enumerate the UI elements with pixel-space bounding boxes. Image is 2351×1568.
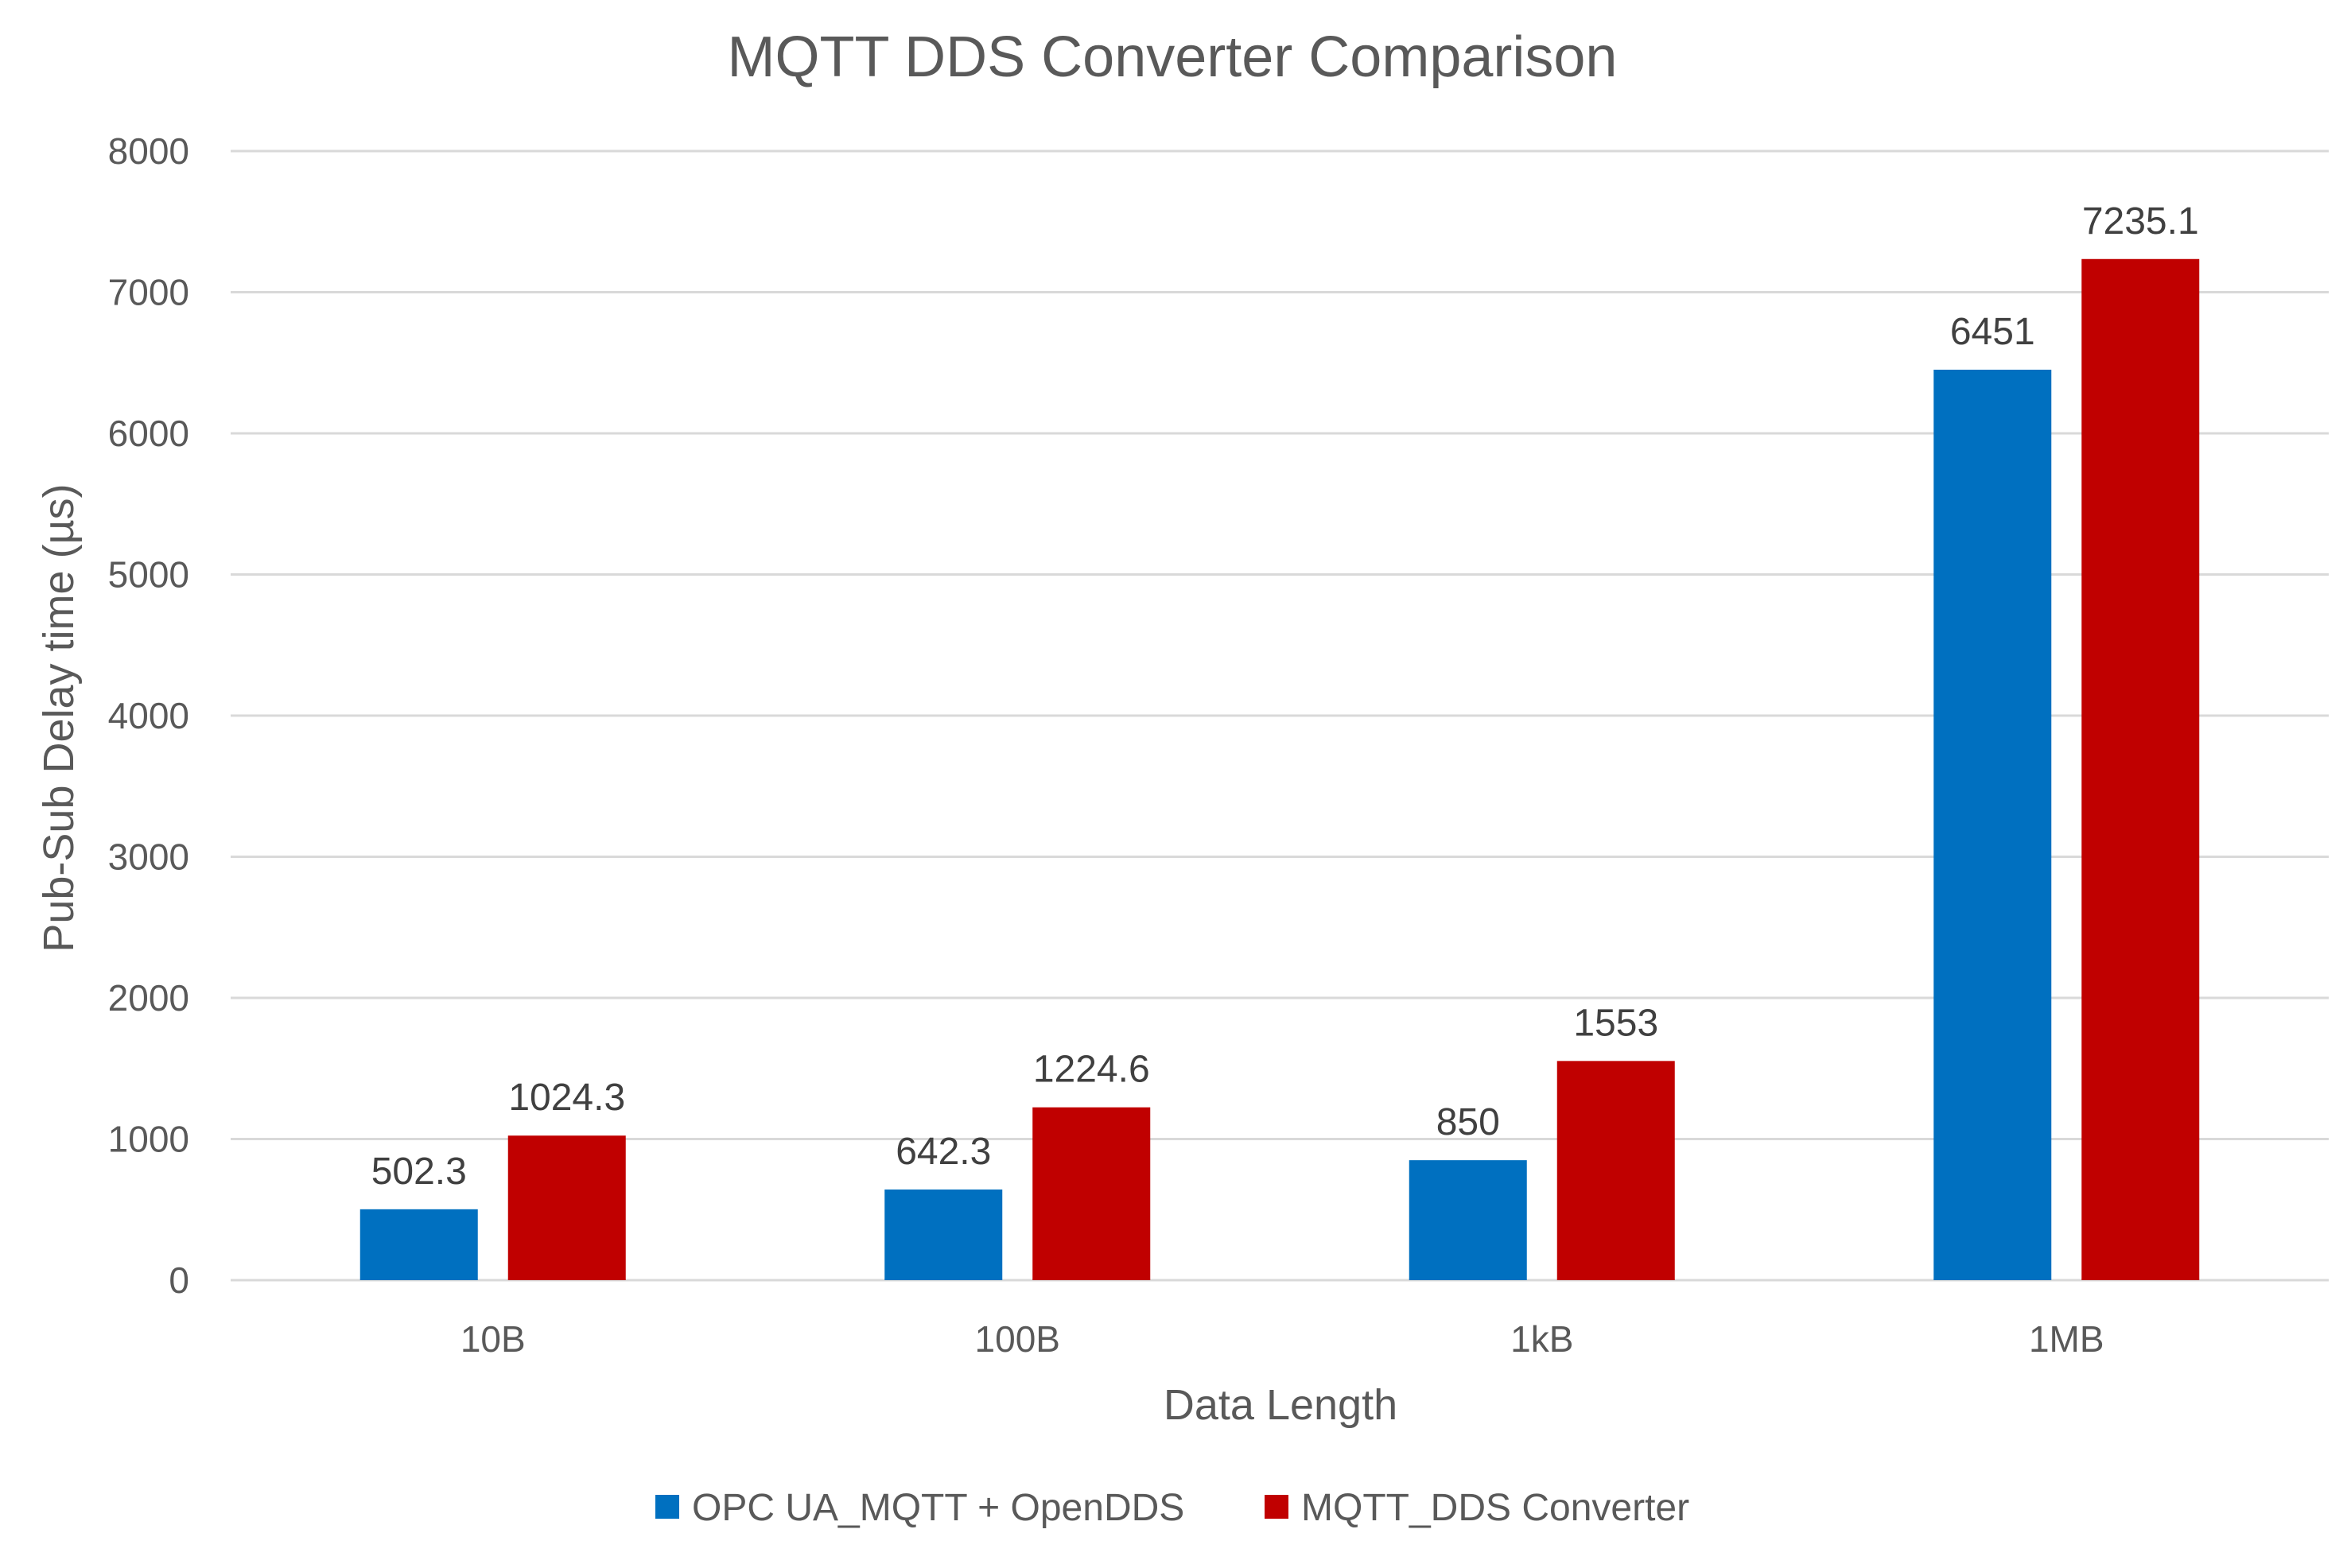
bar (2081, 258, 2200, 1280)
y-tick-label: 8000 (108, 130, 189, 172)
y-tick-label: 0 (169, 1259, 189, 1301)
y-tick-label: 7000 (108, 272, 189, 313)
legend-swatch (1265, 1495, 1288, 1519)
bar (1409, 1160, 1527, 1280)
data-label: 642.3 (896, 1131, 991, 1173)
bars (359, 258, 2200, 1280)
data-label: 850 (1436, 1101, 1500, 1143)
data-label: 7235.1 (2082, 200, 2199, 243)
bar (359, 1209, 478, 1280)
x-axis-ticks: 10B 100B 1kB 1MB (460, 1318, 2104, 1360)
y-tick-label: 6000 (108, 413, 189, 454)
y-axis-ticks: 0 1000 2000 3000 4000 5000 6000 7000 8000 (108, 130, 189, 1301)
data-label: 1224.6 (1033, 1049, 1150, 1091)
legend-label: OPC UA_MQTT + OpenDDS (692, 1487, 1184, 1529)
bar (507, 1135, 626, 1280)
chart-title: MQTT DDS Converter Comparison (728, 25, 1618, 89)
y-axis-label: Pub-Sub Delay time (µs) (35, 483, 83, 952)
legend-label: MQTT_DDS Converter (1301, 1487, 1689, 1529)
y-tick-label: 5000 (108, 554, 189, 596)
legend: OPC UA_MQTT + OpenDDS MQTT_DDS Converter (655, 1487, 1689, 1529)
data-label: 1024.3 (508, 1077, 625, 1119)
y-tick-label: 3000 (108, 836, 189, 878)
data-label: 502.3 (371, 1151, 467, 1193)
bar (1933, 369, 2052, 1280)
legend-swatch (655, 1495, 679, 1519)
y-tick-label: 2000 (108, 977, 189, 1019)
data-labels: 502.3 1024.3 642.3 1224.6 850 1553 6451 7235.1 (371, 200, 2199, 1193)
bar (1032, 1107, 1151, 1280)
x-tick-label: 100B (975, 1318, 1060, 1360)
x-tick-label: 1kB (1510, 1318, 1573, 1360)
x-axis-label: Data Length (1164, 1381, 1397, 1429)
bar (1556, 1061, 1675, 1280)
data-label: 1553 (1573, 1002, 1658, 1044)
data-label: 6451 (1950, 311, 2035, 353)
x-tick-label: 10B (460, 1318, 526, 1360)
y-tick-label: 4000 (108, 695, 189, 736)
y-tick-label: 1000 (108, 1119, 189, 1160)
bar (884, 1189, 1003, 1280)
x-tick-label: 1MB (2029, 1318, 2104, 1360)
